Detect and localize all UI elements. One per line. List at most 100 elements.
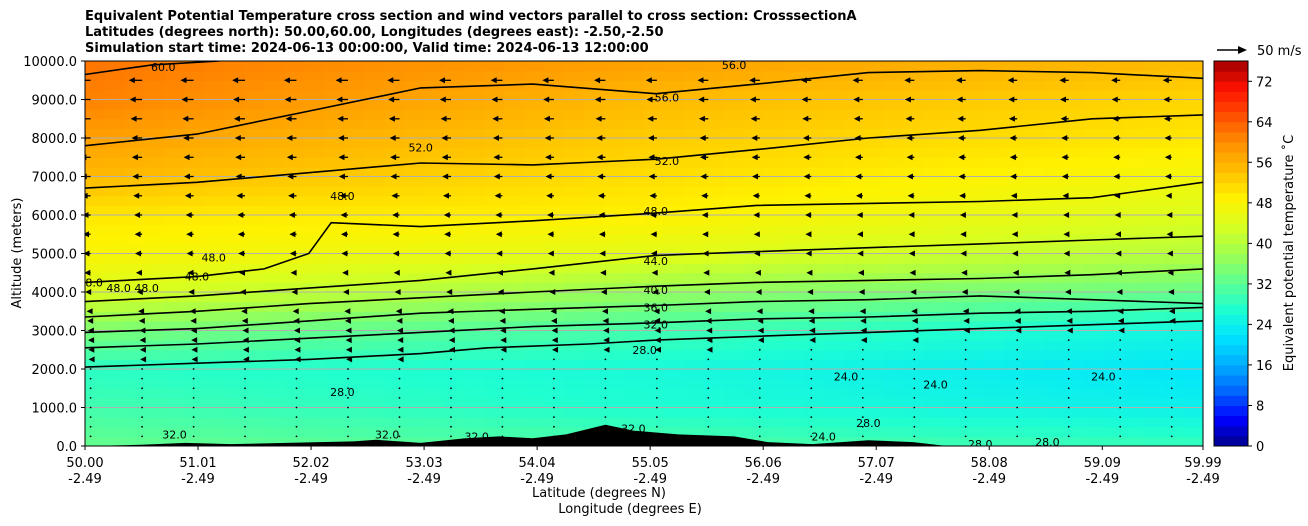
field-cell [604,89,625,101]
field-cell [304,147,326,158]
wind-vector-head [959,212,966,218]
wind-vector [1016,425,1019,428]
field-cell [464,292,485,303]
wind-vector [758,397,761,399]
field-cell [1063,166,1084,178]
wind-vector [1169,308,1175,315]
field-cell [264,369,286,380]
field-cell [404,89,425,101]
field-cell [284,349,306,360]
wind-vector [701,192,709,199]
field-cell [943,349,965,360]
field-cell [783,397,805,409]
wind-vector [964,358,967,361]
wind-vector [236,192,245,199]
field-cell [663,215,685,226]
field-cell [484,426,505,437]
field-cell [743,224,765,235]
wind-vector-head [650,231,657,238]
field-cell [464,320,485,332]
field-cell [85,349,106,360]
field-cell [324,176,346,187]
wind-vector [553,397,555,399]
field-cell [1043,224,1064,235]
field-cell [85,388,106,399]
field-cell [204,176,226,187]
wind-vector-head [599,231,605,238]
field-cell [1183,224,1203,235]
field-cell [663,388,685,399]
field-cell [184,147,206,158]
field-cell [983,157,1004,168]
wind-vector [707,377,710,380]
field-cell [384,215,406,226]
field-cell [943,215,965,226]
field-cell [104,61,126,72]
field-cell [1103,138,1124,149]
wind-vector [1014,308,1021,315]
field-cell [504,397,525,409]
wind-vector-head [596,154,603,161]
field-cell [1123,70,1144,81]
wind-vector [132,173,143,180]
wind-vector [906,135,915,141]
field-cell [124,147,146,158]
wind-vector [140,356,147,363]
field-cell [1143,340,1164,351]
wind-vector-head [648,173,655,180]
field-cell [264,243,286,255]
colorbar-segment [1214,81,1248,92]
wind-vector [85,192,91,199]
field-cell [644,215,665,226]
field-cell [144,320,166,332]
colorbar-segment [1214,294,1248,305]
field-cell [324,157,346,168]
wind-vector [1067,397,1070,399]
field-cell [1003,166,1024,178]
field-cell [803,157,825,168]
field-cell [783,426,805,437]
wind-vector [964,348,967,351]
wind-vector [1062,192,1069,199]
field-cell [963,234,984,245]
field-cell [823,109,845,120]
field-cell [683,388,705,399]
field-cell [1083,138,1104,149]
field-cell [244,215,266,226]
field-cell [644,195,665,206]
field-cell [224,61,246,72]
field-cell [304,378,326,389]
field-cell [703,138,725,149]
field-cell [1143,388,1164,399]
wind-vector-head [342,269,349,276]
field-cell [1063,215,1084,226]
field-cell [264,282,286,293]
field-cell [1043,215,1064,226]
field-cell [683,176,705,187]
field-cell [524,407,545,418]
wind-vector [244,435,246,438]
field-cell [1023,349,1044,360]
field-cell [1083,99,1104,110]
wind-vector [134,231,143,238]
axes: 0.01000.02000.03000.04000.05000.06000.07… [23,55,1221,487]
field-cell [584,138,605,149]
field-cell [923,147,945,158]
field-cell [164,157,186,168]
field-cell [963,70,984,81]
field-cell [504,61,525,72]
wind-vector [1167,269,1174,276]
wind-vector-head [752,192,759,199]
wind-vector [186,250,194,257]
field-cell [504,215,525,226]
field-cell [104,253,126,264]
field-cell [1103,369,1124,380]
field-cell [723,80,745,91]
field-cell [564,292,585,303]
contour-line [85,114,1203,189]
field-cell [224,147,246,158]
wind-vector-head [857,231,863,238]
field-cell [364,243,386,255]
wind-vector [855,154,863,161]
contour-label: 40.0 [644,284,669,297]
